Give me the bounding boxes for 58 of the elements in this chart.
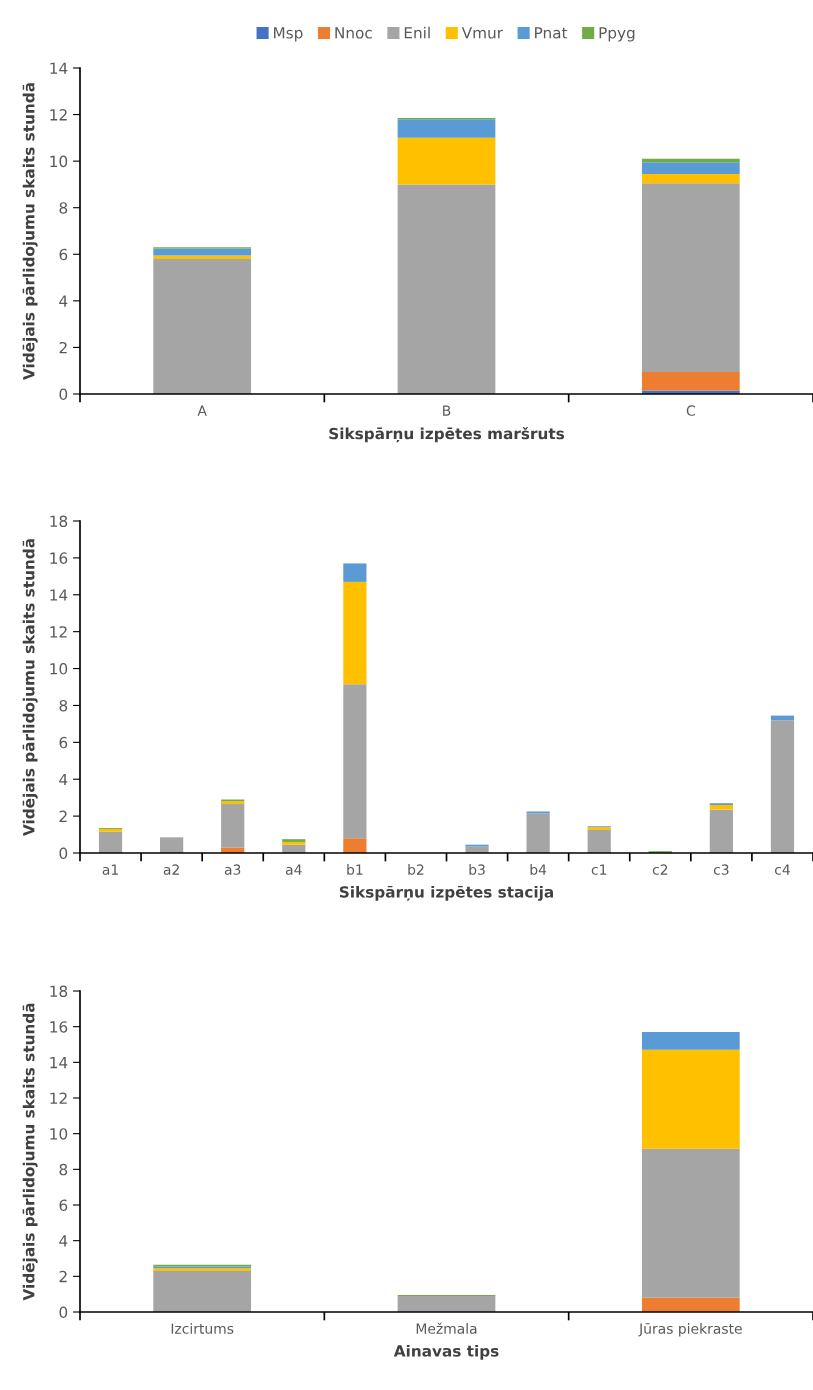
y-tick-label: 18 (50, 515, 68, 528)
y-axis-title: Vidējais pārlidojumu skaits stundā (22, 1003, 38, 1301)
x-tick-label: c1 (591, 864, 607, 875)
y-tick-label: 12 (50, 626, 67, 638)
y-axis-title: Vidējais pārlidojumu skaits stundā (22, 83, 38, 380)
y-tick-label: 8 (59, 202, 68, 214)
legend-label: Msp (274, 27, 303, 42)
x-tick-label: Jūras piekraste (638, 1323, 742, 1337)
y-tick-label: 14 (50, 589, 68, 601)
x-tick-label: Izcirtums (171, 1323, 234, 1334)
x-tick-label: b1 (347, 864, 363, 875)
legend-label: Ppyg (599, 27, 635, 42)
y-tick-label: 14 (50, 62, 68, 74)
x-tick-label: c3 (713, 864, 729, 875)
legend-label: Nnoc (335, 27, 372, 39)
x-tick-label: b3 (469, 864, 485, 875)
x-axis-title: Sikspārņu izpētes stacija (339, 885, 553, 901)
x-tick-label: a4 (285, 864, 302, 875)
y-tick-label: 0 (59, 1306, 68, 1319)
y-tick-label: 6 (59, 248, 68, 261)
y-tick-label: 2 (59, 1270, 67, 1283)
y-tick-label: 0 (59, 847, 68, 860)
legend-label: Vmur (461, 27, 504, 39)
y-tick-label: 0 (59, 388, 68, 401)
x-tick-label: b2 (408, 864, 424, 875)
y-tick-label: 4 (59, 295, 68, 307)
y-axis-title: Vidējais pārlidojumu skaits stundā (22, 539, 38, 836)
x-tick-label: c2 (652, 864, 668, 875)
legend-label: Pnat (535, 27, 568, 39)
x-tick-label: B (443, 405, 451, 416)
x-tick-label: c4 (774, 864, 790, 875)
x-tick-label: A (197, 405, 207, 416)
legend-label: Enil (404, 26, 430, 39)
y-tick-label: 12 (50, 109, 67, 121)
y-tick-label: 14 (50, 1057, 68, 1069)
y-tick-label: 8 (59, 699, 68, 712)
y-tick-label: 10 (50, 663, 68, 675)
y-tick-label: 12 (50, 1092, 67, 1104)
y-tick-label: 16 (50, 552, 68, 564)
x-tick-label: b4 (530, 864, 547, 875)
y-tick-label: 2 (59, 810, 67, 822)
x-tick-label: Mežmala (416, 1322, 477, 1334)
y-tick-label: 2 (59, 341, 67, 354)
y-tick-label: 6 (59, 736, 68, 749)
y-tick-label: 8 (59, 1163, 68, 1176)
y-tick-label: 18 (50, 985, 68, 998)
x-tick-label: a2 (163, 864, 179, 875)
y-tick-label: 4 (59, 773, 68, 786)
x-axis-title: Ainavas tips (393, 1344, 499, 1360)
y-tick-label: 10 (50, 1128, 68, 1140)
y-tick-label: 16 (50, 1021, 68, 1033)
x-tick-label: C (686, 405, 695, 416)
y-tick-label: 6 (59, 1199, 68, 1212)
x-tick-label: a3 (224, 864, 241, 875)
y-tick-label: 4 (59, 1235, 68, 1247)
y-tick-label: 10 (50, 155, 68, 168)
x-tick-label: a1 (102, 864, 118, 875)
x-axis-title: Sikspārņu izpētes maršruts (329, 426, 565, 443)
